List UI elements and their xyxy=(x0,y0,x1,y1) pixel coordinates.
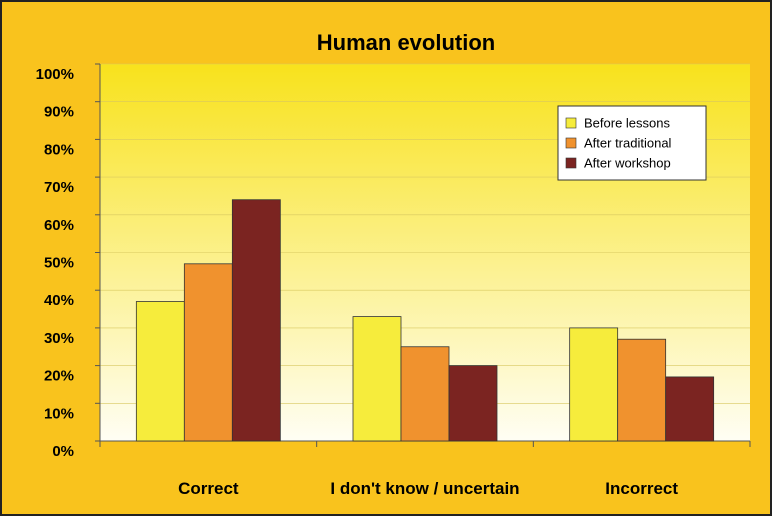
x-label-box: I don't know / uncertain xyxy=(330,479,520,498)
bar xyxy=(569,327,619,442)
legend-label: Before lessons xyxy=(584,115,670,130)
legend-label: After workshop xyxy=(584,155,671,170)
bar xyxy=(665,376,715,442)
y-tick-label: 50% xyxy=(44,254,74,271)
y-tick-label: 70% xyxy=(44,179,74,196)
y-tick-label: 100% xyxy=(36,66,74,83)
bar xyxy=(352,316,402,442)
y-tick-label: 0% xyxy=(52,443,74,460)
bar xyxy=(448,365,498,442)
y-tick-label: 60% xyxy=(44,217,74,234)
bar xyxy=(231,199,281,442)
legend-label: After traditional xyxy=(584,135,672,150)
y-tick-label: 40% xyxy=(44,292,74,309)
x-tick-label: Incorrect xyxy=(605,479,679,498)
legend-swatch xyxy=(565,157,577,169)
y-tick-label: 20% xyxy=(44,368,74,385)
y-tick-label: 90% xyxy=(44,104,74,121)
x-tick-label: Correct xyxy=(178,479,239,498)
bar xyxy=(400,346,450,442)
y-tick-label: 10% xyxy=(44,405,74,422)
x-tick-label: I don't know / uncertain xyxy=(330,479,520,498)
x-label-box: Correct xyxy=(178,479,239,498)
bar xyxy=(183,263,233,442)
bar xyxy=(617,338,667,442)
legend-box xyxy=(557,105,707,181)
y-tick-label: 80% xyxy=(44,141,74,158)
bar xyxy=(135,301,185,442)
chart-title: Human evolution xyxy=(317,30,495,55)
legend-swatch xyxy=(565,117,577,129)
legend-swatch xyxy=(565,137,577,149)
y-tick-label: 30% xyxy=(44,330,74,347)
x-label-box: Incorrect xyxy=(605,479,679,498)
